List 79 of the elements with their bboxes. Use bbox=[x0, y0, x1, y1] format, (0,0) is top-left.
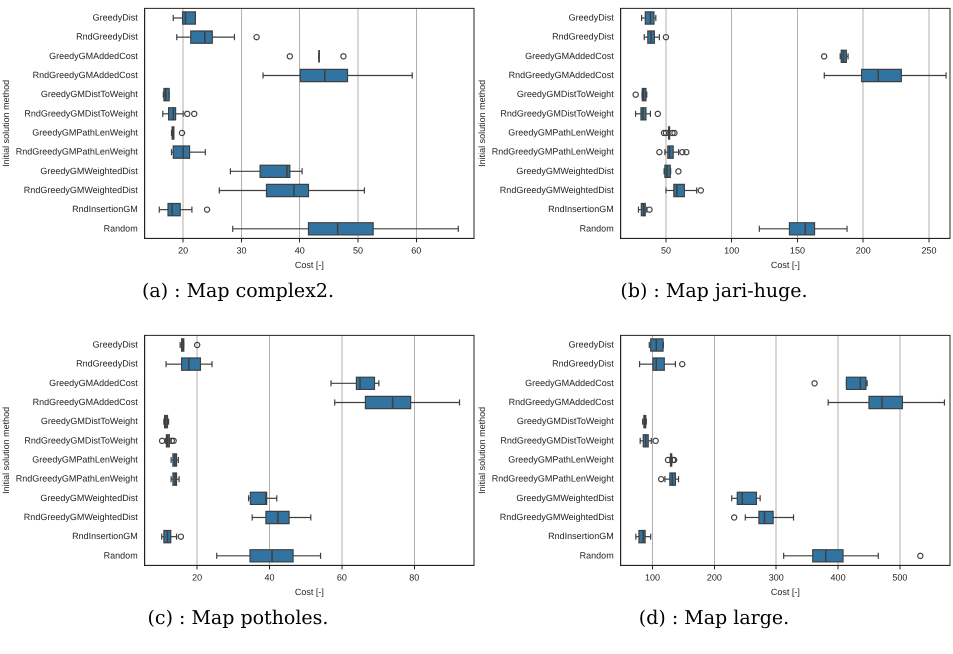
x-tick-label: 80 bbox=[409, 572, 420, 582]
y-axis-title: Initial solution method bbox=[0, 80, 11, 167]
y-tick-label: GreedyGMPathLenWeight bbox=[32, 454, 138, 464]
x-axis-title: Cost [-] bbox=[770, 587, 800, 598]
x-tick-label: 40 bbox=[294, 245, 305, 256]
x-axis-title: Cost [-] bbox=[294, 587, 324, 598]
y-tick-label: GreedyGMPathLenWeight bbox=[508, 454, 614, 464]
y-tick-label: RndGreedyGMDistToWeight bbox=[24, 435, 138, 446]
x-tick-label: 20 bbox=[192, 572, 202, 582]
y-tick-label: RndGreedyGMAddedCost bbox=[32, 70, 138, 80]
y-tick-label: GreedyGMAddedCost bbox=[525, 378, 614, 388]
y-tick-label: RndGreedyGMDistToWeight bbox=[500, 435, 614, 446]
y-tick-label: RndGreedyGMPathLenWeight bbox=[492, 146, 614, 157]
y-tick-label: GreedyGMPathLenWeight bbox=[508, 127, 614, 138]
x-tick-label: 200 bbox=[706, 572, 722, 582]
y-tick-label: RndInsertionGM bbox=[72, 531, 138, 542]
y-axis-title: Initial solution method bbox=[0, 406, 11, 494]
y-tick-label: GreedyDist bbox=[568, 12, 614, 22]
y-tick-label: RndGreedyGMWeightedDist bbox=[500, 184, 614, 195]
x-tick-label: 250 bbox=[921, 245, 936, 256]
x-tick-label: 150 bbox=[790, 245, 805, 256]
x-tick-label: 20 bbox=[178, 245, 188, 256]
y-tick-label: GreedyDist bbox=[568, 339, 614, 350]
text: (c) : Map potholes. bbox=[146, 607, 330, 629]
x-tick-label: 100 bbox=[724, 245, 740, 256]
y-tick-label: GreedyDist bbox=[92, 12, 138, 22]
x-axis-title: Cost [-] bbox=[770, 260, 800, 270]
y-tick-label: Random bbox=[104, 223, 138, 234]
y-tick-label: GreedyGMDistToWeight bbox=[516, 416, 614, 426]
x-tick-label: 40 bbox=[264, 572, 275, 582]
y-tick-label: GreedyGMWeightedDist bbox=[516, 166, 614, 176]
y-tick-label: GreedyGMAddedCost bbox=[49, 378, 138, 388]
y-tick-label: GreedyGMWeightedDist bbox=[40, 492, 138, 503]
y-tick-label: GreedyGMPathLenWeight bbox=[32, 127, 138, 138]
y-tick-label: RndGreedyGMWeightedDist bbox=[24, 184, 138, 195]
text: (a) : Map complex2. bbox=[140, 280, 336, 302]
x-tick-label: 60 bbox=[336, 572, 347, 582]
x-tick-label: 500 bbox=[892, 572, 908, 582]
y-tick-label: GreedyGMDistToWeight bbox=[40, 416, 138, 426]
y-tick-label: RndGreedyGMDistToWeight bbox=[500, 108, 614, 118]
y-tick-label: GreedyGMAddedCost bbox=[49, 50, 138, 61]
y-tick-label: RndInsertionGM bbox=[72, 204, 138, 214]
y-tick-label: RndGreedyGMPathLenWeight bbox=[16, 146, 138, 157]
y-tick-label: RndGreedyGMAddedCost bbox=[508, 70, 614, 80]
y-tick-label: RndGreedyDist bbox=[76, 358, 138, 369]
y-axis-title: Initial solution method bbox=[476, 80, 487, 167]
y-tick-label: GreedyGMDistToWeight bbox=[516, 89, 614, 100]
y-tick-label: RndGreedyDist bbox=[76, 32, 138, 42]
y-tick-label: RndGreedyDist bbox=[552, 32, 614, 42]
y-tick-label: RndGreedyGMWeightedDist bbox=[24, 512, 138, 522]
y-tick-label: Random bbox=[580, 550, 614, 560]
x-tick-label: 30 bbox=[236, 245, 246, 256]
y-tick-label: RndGreedyGMDistToWeight bbox=[24, 108, 138, 118]
y-tick-label: RndGreedyGMAddedCost bbox=[508, 396, 614, 407]
y-tick-label: RndGreedyDist bbox=[552, 358, 614, 369]
text: (b) : Map jari-huge. bbox=[619, 280, 809, 302]
y-tick-label: GreedyGMAddedCost bbox=[525, 50, 614, 61]
y-tick-label: GreedyGMWeightedDist bbox=[516, 492, 614, 503]
y-tick-label: RndGreedyGMWeightedDist bbox=[500, 512, 614, 522]
y-tick-label: RndGreedyGMPathLenWeight bbox=[492, 474, 614, 484]
y-tick-label: GreedyGMWeightedDist bbox=[40, 166, 138, 176]
x-tick-label: 100 bbox=[645, 572, 660, 582]
y-tick-label: RndInsertionGM bbox=[548, 531, 614, 542]
x-tick-label: 300 bbox=[768, 572, 784, 582]
y-tick-label: Random bbox=[580, 223, 614, 234]
x-tick-label: 50 bbox=[660, 245, 671, 256]
x-tick-label: 60 bbox=[411, 245, 422, 256]
y-tick-label: RndGreedyGMAddedCost bbox=[32, 396, 138, 407]
x-tick-label: 400 bbox=[830, 572, 846, 582]
x-axis-title: Cost [-] bbox=[294, 260, 324, 270]
y-axis-title: Initial solution method bbox=[476, 406, 487, 494]
y-tick-label: Random bbox=[104, 550, 138, 560]
y-tick-label: GreedyGMDistToWeight bbox=[40, 89, 138, 100]
x-tick-label: 50 bbox=[353, 245, 364, 256]
y-tick-label: GreedyDist bbox=[92, 339, 138, 350]
text: (d) : Map large. bbox=[638, 607, 790, 629]
x-tick-label: 200 bbox=[856, 245, 871, 256]
y-tick-label: RndGreedyGMPathLenWeight bbox=[16, 474, 138, 484]
y-tick-label: RndInsertionGM bbox=[548, 204, 614, 214]
